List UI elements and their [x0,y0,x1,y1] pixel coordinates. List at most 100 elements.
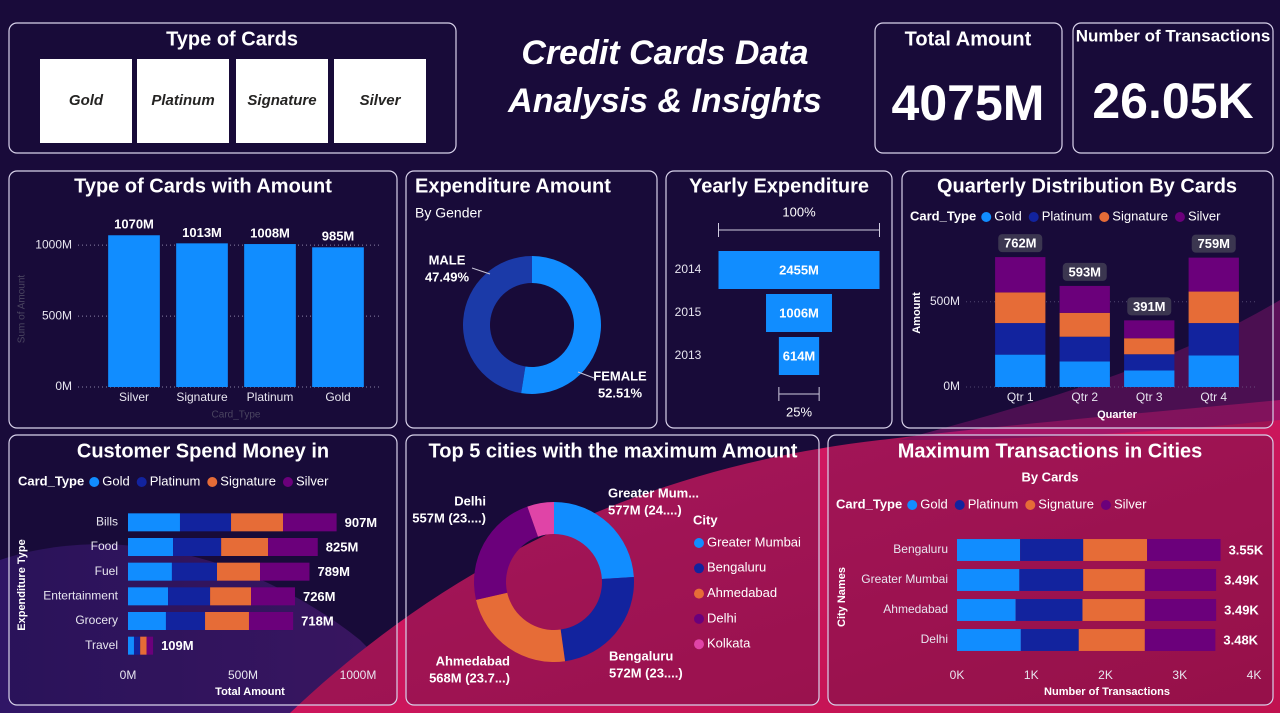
percent-label: 25% [786,404,812,419]
chart-title: Type of Cards with Amount [74,175,332,197]
slicer-item[interactable]: Silver [360,92,402,109]
kpi-label: Total Amount [905,28,1032,50]
chart-title: Quarterly Distribution By Cards [937,175,1237,197]
bar-segment [128,636,134,655]
legend-swatch [694,563,704,574]
chart-subtitle: By Gender [415,205,482,221]
x-tick-label: 3K [1172,668,1187,682]
data-label: 568M (23.7...) [429,670,510,685]
slicer-item[interactable]: Signature [247,92,316,109]
total-label: 825M [326,539,359,554]
bar-segment [1059,312,1110,337]
legend-label: Platinum [150,473,201,488]
pie-slice [527,502,554,537]
y-tick-label: Bengaluru [893,542,948,556]
bar-segment [173,537,222,557]
y-tick-label: Fuel [95,564,118,578]
category-label: 2013 [675,348,702,362]
chart-title: Yearly Expenditure [689,175,869,197]
slice-label: Greater Mum... [608,485,699,500]
bar-segment [221,537,269,557]
total-label: 762M [1004,236,1037,251]
leader-line [471,267,491,275]
data-label: 1008M [250,225,290,240]
slice-label: MALE [429,252,466,267]
bar-segment [1124,338,1175,355]
total-badge [1127,297,1172,316]
bar-segment [1144,569,1217,591]
legend-title: City [693,512,718,527]
bar-segment [1188,291,1239,324]
bar-segment [1020,629,1079,651]
legend-label: Ahmedabad [707,585,777,600]
bar-segment [231,513,284,532]
chart-title: Expenditure Amount [415,175,611,197]
x-axis-title: Quarter [1097,409,1137,421]
total-label: 109M [161,638,194,653]
bar-segment [1124,370,1175,387]
funnel-bar [766,294,832,332]
pie-slice [463,256,532,394]
total-label: 759M [1197,236,1230,251]
slicer-item[interactable]: Gold [69,92,104,109]
data-label: 614M [783,348,816,363]
funnel-bar [778,337,820,375]
legend-swatch [694,538,704,548]
bar-segment [217,562,261,581]
total-label: 3.49K [1224,602,1259,617]
x-axis-title: Card_Type [212,410,261,421]
slicer-button[interactable] [40,59,132,143]
total-label: 391M [1133,299,1166,314]
total-label: 3.49K [1224,572,1259,587]
bar-segment [1124,320,1175,339]
y-tick-label: Greater Mumbai [861,572,948,586]
bar-segment [1082,599,1145,621]
bar-segment [165,611,206,631]
bar-segment [995,323,1046,355]
y-tick-label: 0M [943,379,960,393]
legend-title: Card_Type [836,496,902,511]
y-tick-label: 0M [55,379,72,393]
bar-segment [128,587,169,606]
slicer-button[interactable] [137,59,229,143]
slicer-item[interactable]: Platinum [151,92,214,109]
slicer-button[interactable] [334,59,426,143]
legend-label: Delhi [707,610,737,625]
x-tick-label: 0M [120,668,137,682]
data-label: 577M (24....) [608,502,682,517]
x-tick-label: Platinum [247,390,294,404]
data-label: 47.49% [425,269,470,284]
slicer-button[interactable] [236,59,328,143]
data-label: 1006M [779,305,819,320]
y-axis-title: Amount [911,292,923,334]
x-tick-label: 4K [1247,668,1262,682]
total-label: 3.55K [1229,542,1264,557]
legend-swatch [207,477,218,487]
funnel-bar [718,251,880,289]
bar-segment [260,562,310,581]
slice-label: Bengaluru [609,648,673,663]
legend-label: Signature [1038,496,1094,511]
y-tick-label: 500M [930,294,960,308]
x-tick-label: Qtr 1 [1007,390,1034,404]
legend-title: Card_Type [18,473,84,488]
bar [176,243,228,387]
data-label: 52.51% [598,385,643,400]
legend-swatch [907,500,918,510]
kpi-card [874,22,1063,154]
data-label: 985M [322,229,355,244]
legend-swatch [694,639,704,650]
bar-segment [1019,569,1084,591]
bar-segment [995,354,1046,387]
pie-slice [521,256,602,394]
bar-segment [168,587,211,606]
total-badge [1062,262,1107,281]
slice-label: Delhi [454,493,486,508]
legend-swatch [981,212,992,222]
x-tick-label: 500M [228,668,258,682]
y-tick-label: Food [91,539,118,553]
legend-label: Platinum [1042,208,1093,223]
bar-segment [1059,285,1110,313]
legend-swatch [1025,500,1036,510]
